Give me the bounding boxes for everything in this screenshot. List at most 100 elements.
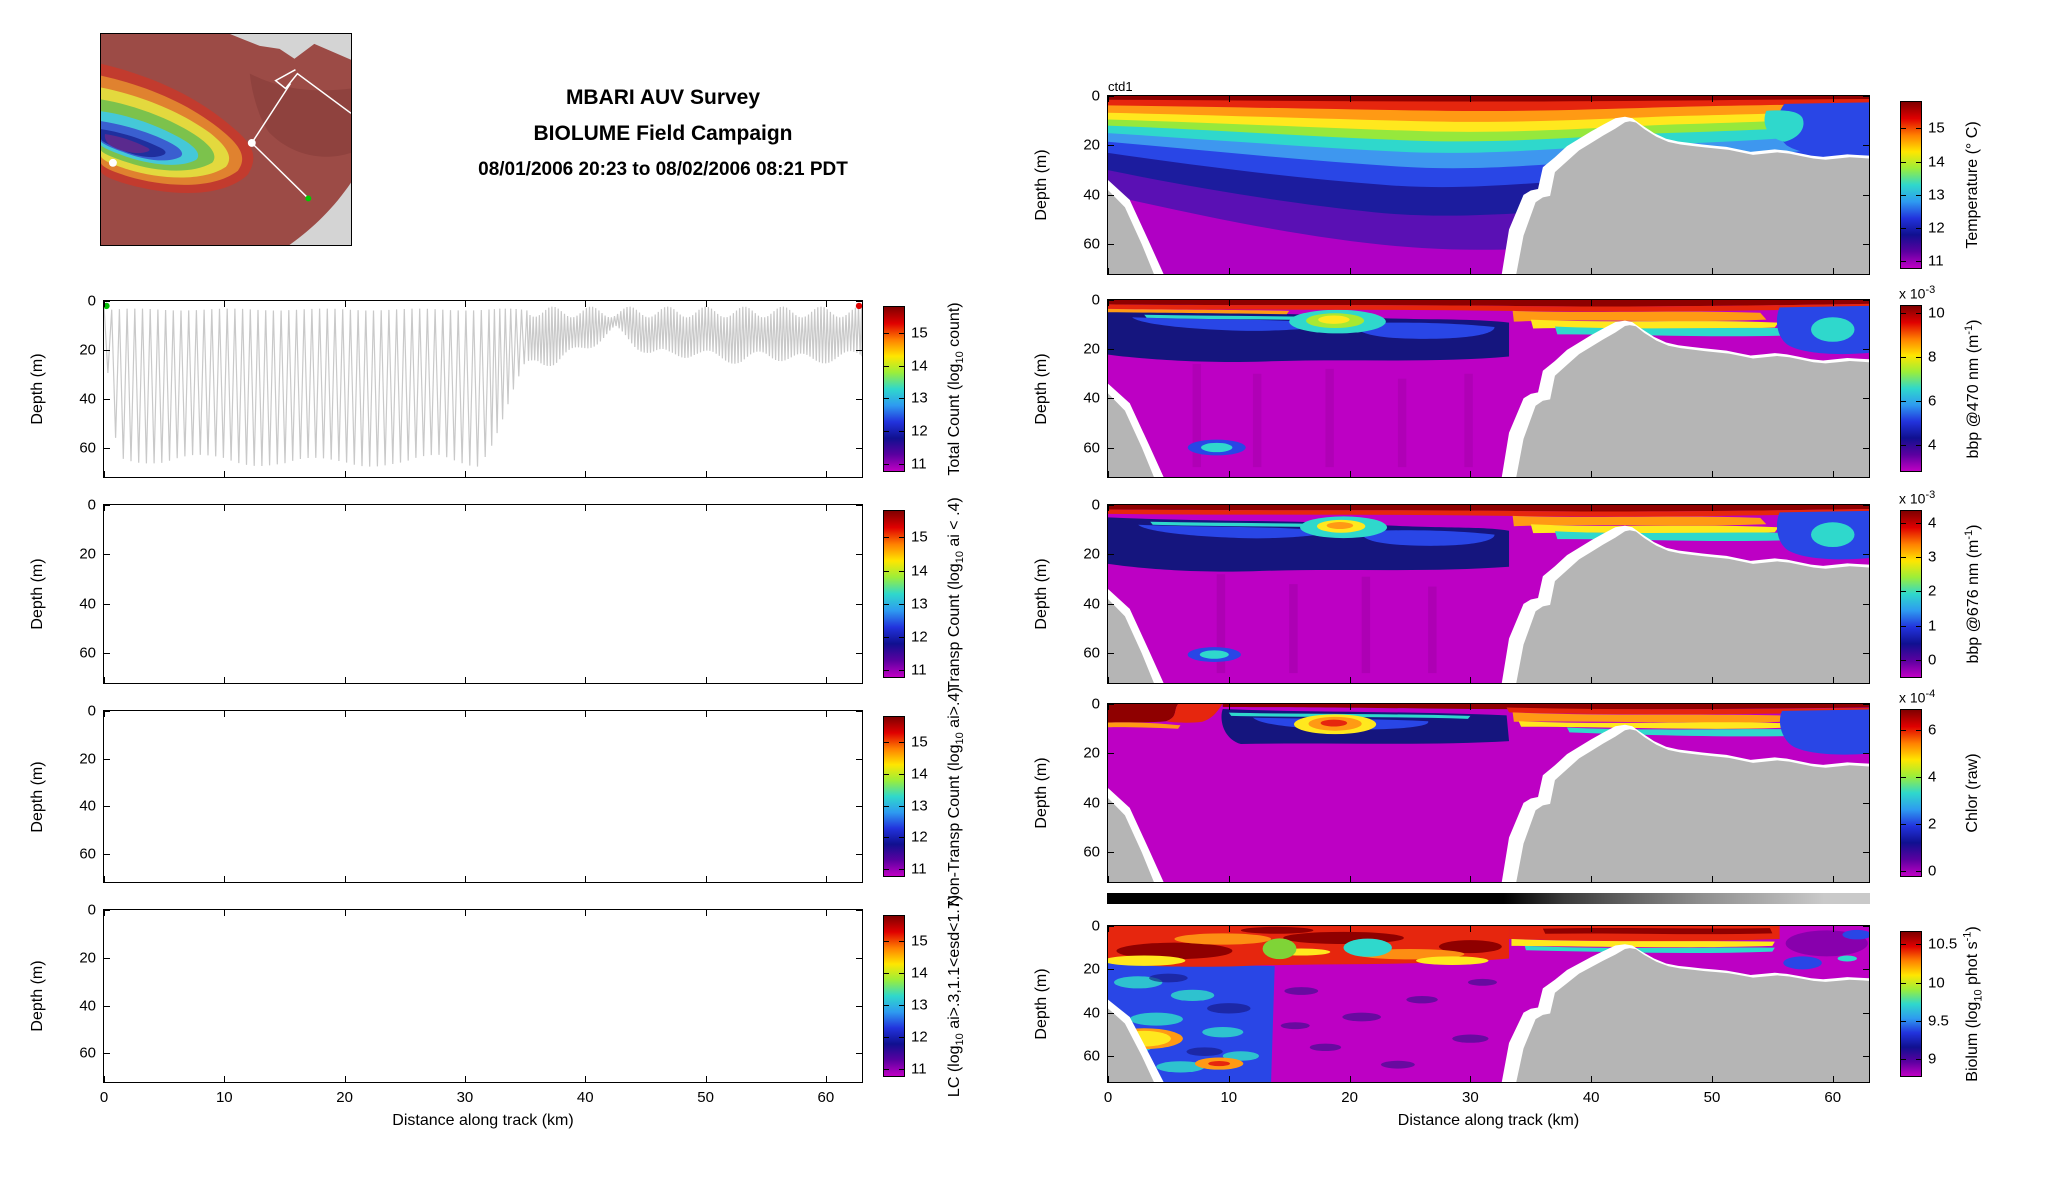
y-tick-mark (856, 1053, 862, 1055)
x-tick-mark (585, 301, 587, 307)
x-tick-mark (464, 471, 466, 477)
x-tick-mark (104, 1076, 105, 1082)
y-tick-label: 60 (1083, 644, 1100, 662)
y-tick-mark (1863, 852, 1869, 854)
colorbar-tick-mark (1901, 356, 1906, 358)
x-tick-mark (1711, 704, 1713, 710)
y-tick-label: 40 (79, 390, 96, 408)
colorbar-tick-label: 14 (911, 562, 928, 580)
y-tick-mark (104, 957, 110, 959)
x-tick-mark (344, 505, 346, 511)
x-tick-mark (1470, 677, 1472, 683)
x-tick-mark (1470, 300, 1472, 306)
x-tick-label: 60 (817, 1089, 835, 1106)
colorbar-tick-mark (1901, 730, 1906, 731)
colorbar-tick-mark (1916, 194, 1921, 196)
y-tick-label: 0 (1091, 917, 1100, 935)
y-tick-label: 40 (1083, 595, 1100, 613)
colorbar-tick-mark (1916, 824, 1921, 826)
x-tick-mark (1470, 268, 1472, 274)
x-tick-mark (1591, 704, 1593, 710)
colorbar-gradient (884, 511, 904, 677)
x-tick-mark (1832, 1076, 1834, 1082)
y-tick-mark (1863, 145, 1869, 147)
y-tick-mark (1108, 194, 1114, 196)
y-tick-label: 20 (79, 341, 96, 359)
y-tick-mark (1863, 447, 1869, 449)
colorbar-tick-mark (899, 431, 904, 433)
colorbar-tick-mark (899, 774, 904, 775)
y-tick-mark (104, 758, 110, 760)
x-tick-mark (585, 471, 587, 477)
y-tick-label: 0 (1091, 496, 1100, 514)
colorbar-tick-mark (899, 463, 904, 465)
x-tick-mark (1832, 471, 1834, 477)
colorbar-tick-mark (1901, 312, 1906, 314)
y-tick-label: 0 (1091, 87, 1100, 105)
x-tick-mark (705, 505, 707, 511)
x-tick-mark (705, 876, 707, 882)
seafloor-mask (1108, 189, 1154, 274)
x-tick-mark (1470, 96, 1472, 102)
y-tick-label: 0 (87, 496, 96, 514)
y-tick-mark (1863, 96, 1869, 97)
y-tick-label: 60 (79, 439, 96, 457)
colorbar-tick-mark (899, 869, 904, 871)
colorbar-tick-mark (1901, 128, 1906, 130)
colorbar-tick-mark (899, 570, 904, 572)
y-tick-mark (1108, 505, 1114, 506)
colorbar-tick-mark (1901, 1020, 1906, 1022)
x-tick-label: 10 (215, 1089, 233, 1106)
colorbar-gradient (884, 717, 904, 876)
y-tick-label: 60 (79, 845, 96, 862)
y-axis-label: Depth (m) (1033, 149, 1050, 221)
x-tick-mark (104, 876, 105, 882)
colorbar-tick-mark (1901, 557, 1906, 559)
panel-transp-count: 0 20 40 60 Depth (m) (29, 498, 863, 684)
x-tick-mark (224, 471, 226, 477)
x-tick-mark (1591, 677, 1593, 683)
x-tick-mark (1349, 876, 1351, 882)
x-tick-mark (1591, 1076, 1593, 1082)
x-tick-mark (705, 677, 707, 683)
x-tick-label: 0 (99, 1089, 109, 1106)
colorbar-tick-mark (899, 398, 904, 400)
colorbar-label: Chlor (raw) (1964, 753, 1981, 833)
y-tick-label: 60 (79, 1044, 96, 1062)
colorbar-tick-label: 9.5 (1928, 1012, 1949, 1030)
x-tick-mark (344, 301, 346, 307)
colorbar-tick-mark (884, 603, 889, 605)
colorbar-bbp470: 10 8 6 4 bbp @470 nm (m-1) x 10-3 (1899, 284, 1982, 472)
x-tick-mark (1349, 704, 1351, 710)
x-tick-mark (585, 1076, 587, 1082)
y-tick-mark (104, 1053, 110, 1055)
y-tick-label: 40 (79, 797, 96, 815)
colorbar-tick-mark (1901, 982, 1906, 984)
y-tick-label: 20 (1083, 136, 1100, 154)
y-axis-label: Depth (m) (1033, 558, 1050, 630)
colorbar-tick-label: 4 (1928, 436, 1937, 454)
y-tick-mark (104, 398, 110, 400)
x-tick-mark (585, 711, 587, 717)
colorbar-tick-mark (884, 365, 889, 367)
y-tick-label: 60 (1083, 843, 1100, 861)
colorbar-tick-mark (1901, 659, 1906, 661)
y-tick-mark (1108, 447, 1114, 449)
y-axis-label: Depth (m) (29, 960, 46, 1032)
colorbar-tick-mark (1916, 400, 1921, 402)
x-tick-mark (344, 910, 346, 916)
waypoint-marker (108, 158, 117, 167)
y-tick-label: 20 (1083, 960, 1100, 978)
x-axis-label: Distance along track (km) (1397, 1112, 1580, 1129)
x-tick-mark (825, 677, 827, 683)
track-end-marker (855, 302, 862, 310)
y-tick-mark (856, 447, 862, 449)
colorbar-tick-mark (884, 1005, 889, 1007)
y-tick-mark (1108, 852, 1114, 854)
y-tick-mark (1108, 145, 1114, 147)
y-tick-mark (856, 505, 862, 506)
colorbar-label: bbp @676 nm (m-1) (1962, 524, 1983, 664)
y-axis-label: Depth (m) (29, 558, 46, 630)
x-tick-mark (1832, 704, 1834, 710)
panel-bbp676: 0 20 40 60 Depth (m) (1033, 498, 1870, 684)
